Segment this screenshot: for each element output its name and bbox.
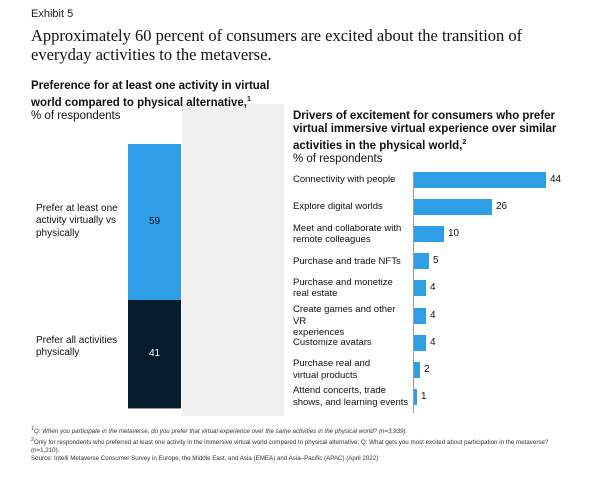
- bar-category-line: Customize avatars: [293, 336, 372, 348]
- bar-8: [414, 361, 420, 378]
- bar-category-line: real estate: [293, 288, 338, 300]
- right-chart-unit: % of respondents: [293, 152, 383, 165]
- bar-value-3: 10: [448, 228, 460, 240]
- stacked-bar-category-1: Prefer at least one activity virtually v…: [36, 202, 118, 239]
- bar-3: [414, 226, 444, 243]
- bar-category-2: Explore digital worlds: [293, 201, 411, 213]
- bar-category-line: Purchase and monetize: [293, 276, 393, 288]
- bar-value-7: 4: [430, 336, 436, 348]
- bar-value-2: 26: [496, 201, 508, 213]
- exhibit-label: Exhibit 5: [31, 8, 74, 20]
- bar-category-4: Purchase and trade NFTs: [293, 256, 411, 268]
- right-chart-panel: [284, 104, 577, 416]
- bar-value-8: 2: [424, 363, 430, 375]
- bar-category-3: Meet and collaborate with remote colleagu…: [293, 223, 411, 246]
- bar-category-8: Purchase real and virtual products: [293, 358, 411, 381]
- bar-value-1: 44: [550, 174, 562, 185]
- stacked-bar-baseline: [128, 408, 181, 409]
- left-chart-unit: % of respondents: [31, 109, 121, 122]
- bar-category-line: Meet and collaborate with: [293, 222, 402, 234]
- bar-1: [414, 172, 546, 188]
- footnotes: 1Q: When you participate in the metavers…: [31, 425, 576, 463]
- stacked-bar-segment-1: [128, 144, 181, 300]
- bar-category-7: Customize avatars: [293, 337, 411, 349]
- bar-category-1: Connectivity with people: [293, 174, 411, 186]
- stacked-bar-segment-2: [128, 299, 181, 408]
- bar-category-line: remote colleagues: [293, 234, 371, 246]
- bar-category-line: Create games and other VR: [293, 304, 396, 327]
- bar-category-line: Explore digital worlds: [293, 201, 383, 213]
- footnote-2: 2Only for respondents who preferred at l…: [31, 437, 549, 455]
- right-chart-title: Drivers of excitement for consumers who …: [293, 110, 557, 152]
- bar-2: [414, 199, 492, 216]
- bar-category-5: Purchase and monetize real estate: [293, 277, 411, 300]
- source-note: Source: Intelli Metaverse Consumer Surve…: [31, 455, 379, 463]
- bar-category-line: experiences: [293, 327, 345, 338]
- bar-category-line: Purchase real and: [293, 358, 371, 370]
- bar-9: [414, 388, 417, 405]
- bar-value-4: 5: [433, 255, 439, 267]
- left-chart-title: Preference for at least one activity in …: [31, 80, 270, 109]
- bar-value-5: 4: [430, 282, 436, 294]
- chart-title: Approximately 60 percent of consumers ar…: [31, 26, 523, 64]
- left-chart-heading: Preference for at least one activity in …: [31, 80, 291, 123]
- bar-4: [414, 253, 429, 270]
- footnote-1: 1Q: When you participate in the metavers…: [31, 426, 408, 436]
- bar-category-9: Attend concerts, trade shows, and learnin…: [293, 385, 411, 408]
- bar-category-line: shows, and learning events: [293, 396, 409, 408]
- bar-value-9: 1: [421, 390, 427, 402]
- bar-category-line: Connectivity with people: [293, 174, 396, 186]
- horizontal-bar-axis: [413, 172, 414, 413]
- bar-category-line: Purchase and trade NFTs: [293, 255, 401, 267]
- bar-5: [414, 280, 426, 297]
- bar-6: [414, 307, 426, 324]
- stacked-bar-value-1: 59: [148, 215, 161, 227]
- bar-category-line: virtual products: [293, 369, 358, 381]
- bar-category-6: Create games and other VR experiences: [293, 304, 411, 339]
- bar-category-line: Attend concerts, trade: [293, 385, 386, 397]
- bar-value-6: 4: [430, 309, 436, 321]
- right-chart-heading: Drivers of excitement for consumers who …: [293, 110, 573, 166]
- bar-7: [414, 334, 426, 351]
- stacked-bar-value-2: 41: [148, 347, 161, 359]
- stacked-bar-category-2: Prefer all activities physically: [36, 334, 118, 359]
